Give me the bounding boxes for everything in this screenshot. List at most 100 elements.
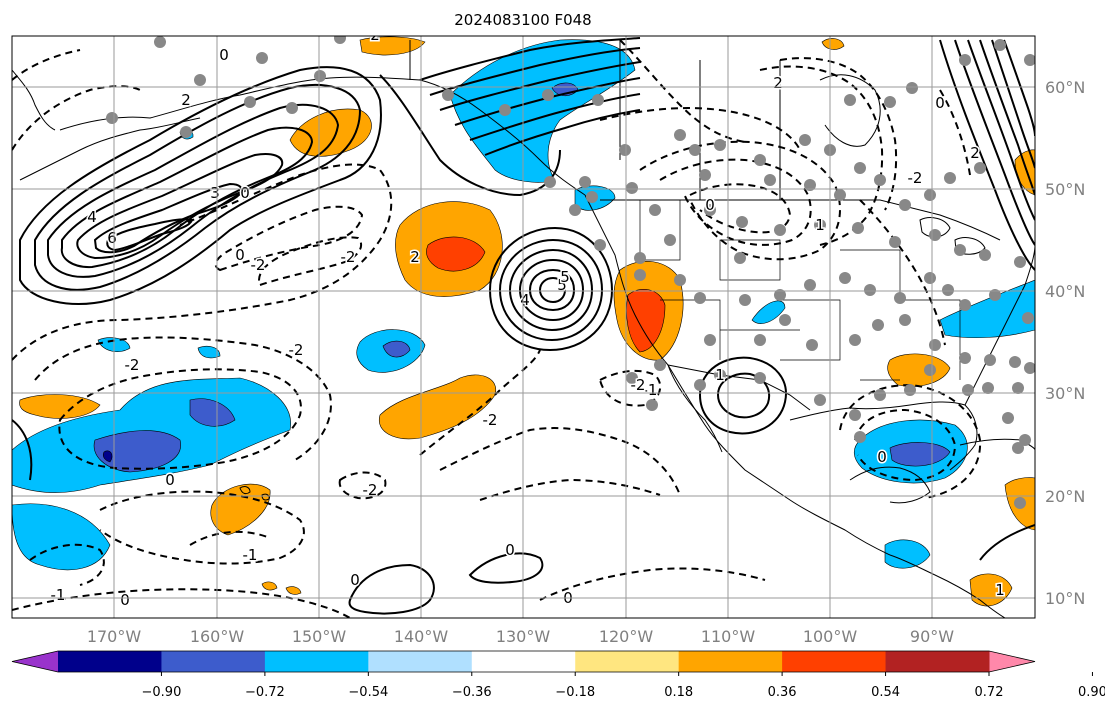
positive-anomaly-california-core [626,288,666,353]
positive-anomaly-pacific-northwest-core [426,236,486,272]
colorbar-tick-label: −0.18 [555,685,595,700]
station-dot [739,294,751,306]
lon-label-170w: 170°W [87,627,142,646]
station-dot [256,52,268,64]
contour-positive-3 [47,103,340,278]
station-dot [959,299,971,311]
colorbar-swatch [161,651,266,672]
contour-low-6 [538,276,567,304]
colorbar-tick-label: 0.54 [871,685,900,700]
contour-low-3 [508,248,594,332]
alaska-coast [59,76,586,196]
contour-positive-7 [106,218,194,252]
negative-anomaly-small-2 [197,345,221,359]
station-dot [982,382,994,394]
colorbar-swatch [471,651,576,672]
contour-neg-19 [599,107,801,151]
contour-label: -2 [363,481,378,499]
station-dot [764,174,776,186]
station-dot [799,134,811,146]
station-dot [959,54,971,66]
station-dot [844,94,856,106]
contour-label: 0 [705,196,715,214]
station-dot [804,279,816,291]
contour-neg-1 [12,163,393,361]
station-dot [286,102,298,114]
colorbar-tick-label: −0.90 [142,685,182,700]
station-dot [904,384,916,396]
station-dot [244,96,256,108]
contour-label: 2 [410,248,420,266]
contour-label: 2 [181,91,191,109]
contour-label: -2 [125,356,140,374]
station-dot [154,36,166,48]
positive-anomaly-alaska-2 [359,36,426,56]
contour-neg-6 [99,490,305,565]
positive-anomaly-texas [887,353,951,387]
contour-neg-13 [598,369,662,407]
lon-label-100w: 100°W [803,627,858,646]
station-dot [864,284,876,296]
contour-alaska-4 [454,77,641,126]
canada-interior [409,40,781,200]
contour-positive-5 [76,153,284,260]
station-dot [884,96,896,108]
contour-label: 0 [165,471,175,489]
station-dot [106,112,118,124]
colorbar-swatch [885,651,990,672]
contour-label: -1 [643,381,658,399]
station-dot [499,104,511,116]
contour-alaska-3 [439,61,641,111]
lon-label-110w: 110°W [701,627,756,646]
lat-label-60: 60°N [1045,78,1085,97]
station-dot [962,384,974,396]
contour-label: 5 [560,268,570,286]
station-dot [849,334,861,346]
contour-label: 2 [773,74,783,92]
contour-alaska-2 [429,47,641,96]
station-dot [874,389,886,401]
station-dot [804,179,816,191]
contour-label: -2 [631,376,646,394]
contour-neg-4 [58,368,302,470]
colorbar-swatch [678,651,783,672]
station-dot [839,272,851,284]
negative-anomaly-core-west-2 [189,398,236,427]
lon-label-130w: 130°W [496,627,551,646]
baja-california [667,364,723,453]
station-dot [872,319,884,331]
lat-label-30: 30°N [1045,384,1085,403]
map-frame [11,35,1036,619]
negative-anomaly-max-west [102,450,113,463]
station-dot [704,334,716,346]
station-dot [906,82,918,94]
contour-label: 0 [120,591,130,609]
contour-neg-5 [34,336,332,461]
colorbar-tick-label: −0.72 [245,685,285,700]
hudson-bay [819,74,881,147]
station-dot [924,272,936,284]
station-dot [1024,362,1035,374]
central-america [889,554,1006,618]
contour-positive-2 [34,84,362,291]
contour-label: 0 [935,94,945,112]
lat-label-10: 10°N [1045,589,1085,608]
contour-positive-6 [93,182,243,254]
contour-neg-11 [479,478,661,501]
contour-neg-18 [759,65,884,246]
positive-anomaly-subtropics [210,483,271,536]
station-dot [694,292,706,304]
colorbar-swatch [264,651,369,672]
station-dot [714,139,726,151]
station-dot [814,394,826,406]
station-dot [704,204,716,216]
station-dot [592,94,604,106]
station-dot [754,334,766,346]
station-dot [626,372,638,384]
contour-label: 1 [995,581,1005,599]
contour-neg-16 [689,183,792,234]
contour-label: 0 [350,571,360,589]
station-dot [579,176,591,188]
lat-label-20: 20°N [1045,487,1085,506]
contour-neg-21 [859,199,946,346]
